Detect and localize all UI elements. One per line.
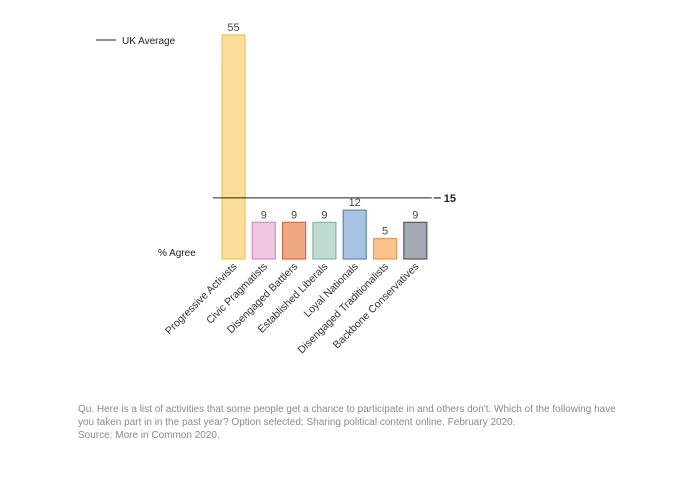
value-label-disengaged-traditionalists: 5 (382, 226, 388, 238)
bar-established-liberals (312, 221, 337, 260)
bar-loyal-nationals (342, 209, 367, 260)
footnote: Qu. Here is a list of activities that so… (78, 403, 618, 442)
value-label-progressive-activists: 55 (227, 22, 239, 34)
bar-civic-pragmatists (251, 221, 276, 260)
bar-progressive-activists (221, 34, 246, 260)
value-labels-group: 55 9 9 9 12 5 9 (227, 22, 418, 238)
y-axis-label: % Agree (158, 248, 196, 259)
value-label-established-liberals: 9 (321, 209, 327, 221)
footnote-source: Source: More in Common 2020. (78, 430, 220, 441)
value-label-loyal-nationals: 12 (349, 197, 361, 209)
footnote-question: Qu. Here is a list of activities that so… (78, 404, 616, 428)
bars-group (221, 34, 428, 260)
bar-disengaged-traditionalists (372, 238, 398, 260)
uk-average-value: 15 (444, 193, 456, 205)
legend-label: UK Average (122, 36, 176, 47)
bar-backbone-conservatives (403, 221, 428, 260)
value-label-disengaged-battlers: 9 (291, 209, 297, 221)
value-label-backbone-conservatives: 9 (412, 209, 418, 221)
value-label-civic-pragmatists: 9 (261, 209, 267, 221)
bar-disengaged-battlers (282, 221, 307, 260)
legend: UK Average (96, 36, 176, 47)
